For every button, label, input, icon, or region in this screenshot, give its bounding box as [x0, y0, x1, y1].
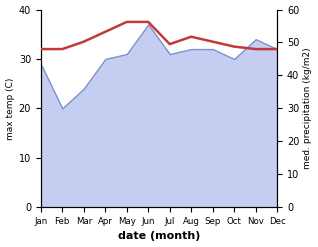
- Y-axis label: med. precipitation (kg/m2): med. precipitation (kg/m2): [303, 48, 313, 169]
- Y-axis label: max temp (C): max temp (C): [5, 77, 15, 140]
- X-axis label: date (month): date (month): [118, 231, 200, 242]
